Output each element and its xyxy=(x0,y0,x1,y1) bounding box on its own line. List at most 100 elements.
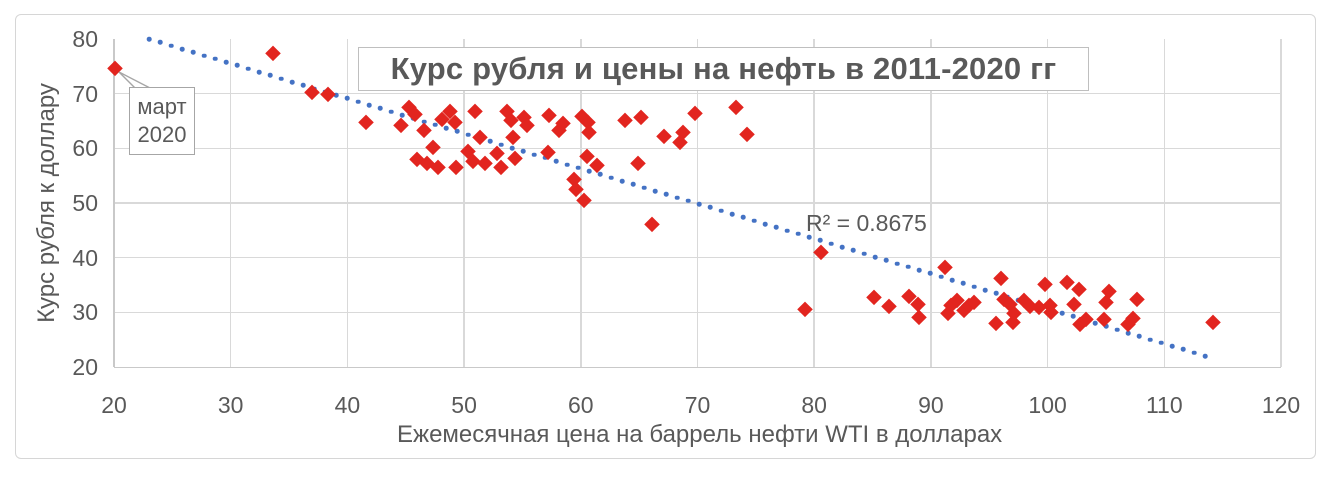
trend-dot xyxy=(212,56,218,62)
trend-dot xyxy=(146,36,152,42)
data-point xyxy=(1071,281,1087,297)
trend-dot xyxy=(443,125,449,131)
data-point xyxy=(988,315,1004,331)
annotation-line-2: 2020 xyxy=(137,122,187,147)
trend-dot xyxy=(630,182,636,187)
trend-dot xyxy=(993,291,999,296)
trend-dot xyxy=(190,49,196,55)
trend-dot xyxy=(278,76,284,81)
trend-dot xyxy=(795,231,801,237)
trend-dot xyxy=(762,221,768,227)
trend-dot xyxy=(157,40,163,45)
trend-dot xyxy=(861,251,867,256)
x-axis-line xyxy=(114,366,1281,368)
data-point xyxy=(477,155,493,170)
trend-dot xyxy=(839,244,845,250)
data-point xyxy=(656,128,672,144)
x-tick-100: 100 xyxy=(1028,392,1067,418)
trend-dot xyxy=(806,234,812,240)
trend-dot xyxy=(520,148,526,154)
trend-dot xyxy=(498,142,504,147)
trend-dot xyxy=(1114,327,1120,332)
trend-dot xyxy=(1136,333,1142,339)
trend-dot xyxy=(542,155,548,161)
data-point xyxy=(589,157,605,173)
data-point xyxy=(581,124,597,140)
plot-area xyxy=(107,36,1282,368)
trend-dot xyxy=(828,241,834,247)
data-point xyxy=(541,107,557,123)
trend-dot xyxy=(509,145,515,151)
trend-dot xyxy=(531,152,537,157)
trend-dot xyxy=(619,178,625,184)
trend-dot xyxy=(773,224,779,230)
trend-dot xyxy=(696,201,702,207)
data-point xyxy=(320,86,335,102)
trend-dot xyxy=(355,99,361,105)
trend-dot xyxy=(1059,310,1065,316)
trend-dot xyxy=(388,109,394,114)
data-point xyxy=(728,99,744,115)
trend-dot xyxy=(982,287,988,293)
gridline-y-60 xyxy=(114,147,1281,150)
trend-dot xyxy=(707,205,713,210)
gridline-y-70 xyxy=(114,92,1281,95)
trend-dot xyxy=(729,211,735,217)
trend-dot xyxy=(586,168,592,174)
trend-dot xyxy=(1125,330,1131,336)
trend-dot xyxy=(1158,340,1164,346)
data-point xyxy=(358,114,374,130)
data-point xyxy=(1098,295,1114,310)
data-point xyxy=(1037,276,1053,292)
data-point xyxy=(448,160,464,175)
trend-dot xyxy=(916,267,922,273)
trend-dot xyxy=(575,165,581,171)
y-axis-line xyxy=(113,39,115,367)
x-tick-40: 40 xyxy=(334,392,361,418)
r-squared-label: R² = 0.8675 xyxy=(806,210,927,236)
trend-dot xyxy=(1070,314,1076,319)
trend-dot xyxy=(784,228,790,233)
data-point xyxy=(687,105,703,121)
trend-dot xyxy=(938,274,944,280)
y-tick-30: 30 xyxy=(72,299,98,326)
trend-dot xyxy=(564,162,570,167)
trend-dot xyxy=(817,238,823,243)
trend-dot xyxy=(872,254,878,260)
trend-dot xyxy=(1191,350,1197,356)
gridline-x-120 xyxy=(1280,39,1282,367)
x-tick-50: 50 xyxy=(451,392,477,418)
trend-dot xyxy=(289,79,295,85)
data-point xyxy=(634,109,649,125)
x-tick-60: 60 xyxy=(568,392,594,418)
x-tick-20: 20 xyxy=(101,392,127,418)
chart-title-box: Курс рубля и цены на нефть в 2011-2020 г… xyxy=(358,47,1089,91)
data-point xyxy=(993,271,1009,286)
trend-dot xyxy=(1169,343,1175,349)
trend-dot xyxy=(300,82,306,88)
trend-dot xyxy=(949,277,955,283)
trend-dot xyxy=(432,122,438,128)
trend-dot xyxy=(1103,324,1109,329)
trend-dot xyxy=(465,132,471,138)
trend-dot xyxy=(399,112,405,118)
data-point xyxy=(797,301,813,316)
trend-dot xyxy=(894,261,900,266)
trend-dot xyxy=(927,271,933,276)
trend-dot xyxy=(454,129,460,134)
trend-dot xyxy=(652,188,658,194)
x-tick-110: 110 xyxy=(1145,392,1183,418)
data-point xyxy=(739,126,754,141)
data-point xyxy=(1205,314,1221,330)
trend-dot xyxy=(421,119,427,124)
data-point xyxy=(630,155,646,171)
trend-dot xyxy=(608,175,614,180)
trend-dot xyxy=(487,139,493,144)
data-point xyxy=(473,129,488,145)
x-tick-30: 30 xyxy=(217,392,244,418)
trend-dot xyxy=(223,59,229,65)
trend-dot xyxy=(718,208,724,214)
trend-dot xyxy=(850,248,856,253)
y-tick-70: 70 xyxy=(72,80,98,107)
